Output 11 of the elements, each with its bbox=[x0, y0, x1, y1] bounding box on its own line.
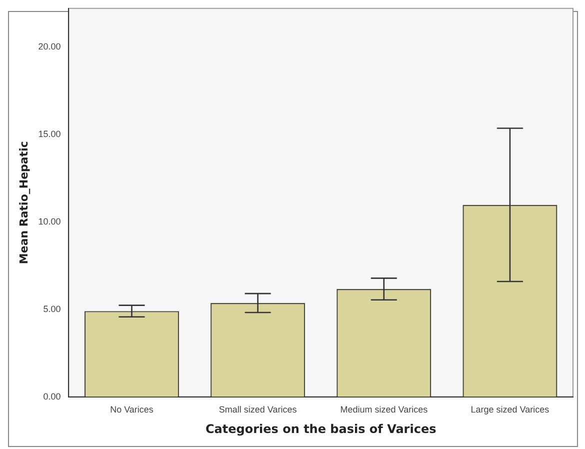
x-axis-title: Categories on the basis of Varices bbox=[205, 422, 436, 436]
y-tick-label: 20.00 bbox=[38, 41, 61, 52]
x-tick-label: No Varices bbox=[110, 404, 154, 415]
x-tick-label: Large sized Varices bbox=[470, 404, 550, 415]
x-tick-label: Small sized Varices bbox=[218, 404, 298, 415]
x-tick-label: Medium sized Varices bbox=[340, 404, 428, 415]
y-axis-title: Mean Ratio_Hepatic bbox=[17, 141, 30, 264]
y-tick-label: 0.00 bbox=[43, 391, 61, 402]
y-tick-label: 5.00 bbox=[43, 304, 61, 314]
y-tick-label: 10.00 bbox=[38, 216, 61, 226]
y-tick-label: 15.00 bbox=[38, 128, 61, 139]
